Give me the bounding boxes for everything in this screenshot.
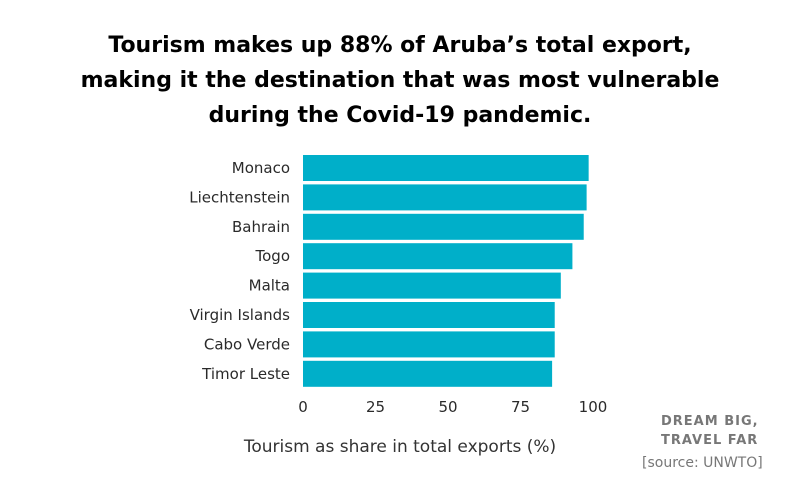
brand-logo-text: DREAM BIG, TRAVEL FAR	[661, 412, 759, 450]
category-label-monaco: Monaco	[232, 159, 290, 177]
category-label-liechtenstein: Liechtenstein	[189, 188, 290, 206]
x-tick-label-75: 75	[511, 398, 530, 416]
category-label-cabo-verde: Cabo Verde	[204, 335, 290, 353]
bar-timor-leste	[303, 360, 553, 387]
bar-malta	[303, 272, 561, 299]
category-labels-group: Monaco Liechtenstein Bahrain Togo Malta Virgi…	[189, 159, 290, 383]
category-label-timor-leste: Timor Leste	[201, 365, 290, 383]
bars-group	[303, 155, 589, 387]
bar-bahrain	[303, 213, 584, 240]
bar-cabo-verde	[303, 331, 555, 358]
brand-line-1: DREAM BIG,	[661, 414, 759, 429]
bar-virgin-islands	[303, 302, 555, 328]
x-tick-label-100: 100	[579, 398, 608, 416]
chart-title-line-3: during the Covid-19 pandemic.	[208, 103, 592, 128]
x-tick-label-0: 0	[298, 398, 308, 416]
category-label-bahrain: Bahrain	[232, 218, 290, 236]
chart-title-line-2: making it the destination that was most …	[80, 68, 720, 93]
source-note: [source: UNWTO]	[642, 455, 763, 471]
x-ticks-group: 0 25 50 75 100	[298, 398, 607, 416]
x-tick-label-50: 50	[438, 398, 457, 416]
brand-line-2: TRAVEL FAR	[661, 433, 759, 448]
category-label-virgin-islands: Virgin Islands	[190, 306, 291, 324]
category-label-togo: Togo	[255, 247, 291, 265]
chart-title: Tourism makes up 88% of Aruba’s total ex…	[0, 28, 800, 133]
chart-title-line-1: Tourism makes up 88% of Aruba’s total ex…	[108, 33, 692, 58]
x-axis-title: Tourism as share in total exports (%)	[243, 437, 556, 457]
bar-togo	[303, 243, 573, 270]
bar-liechtenstein	[303, 184, 587, 211]
category-label-malta: Malta	[249, 277, 290, 295]
bar-monaco	[303, 155, 589, 181]
x-tick-label-25: 25	[366, 398, 385, 416]
